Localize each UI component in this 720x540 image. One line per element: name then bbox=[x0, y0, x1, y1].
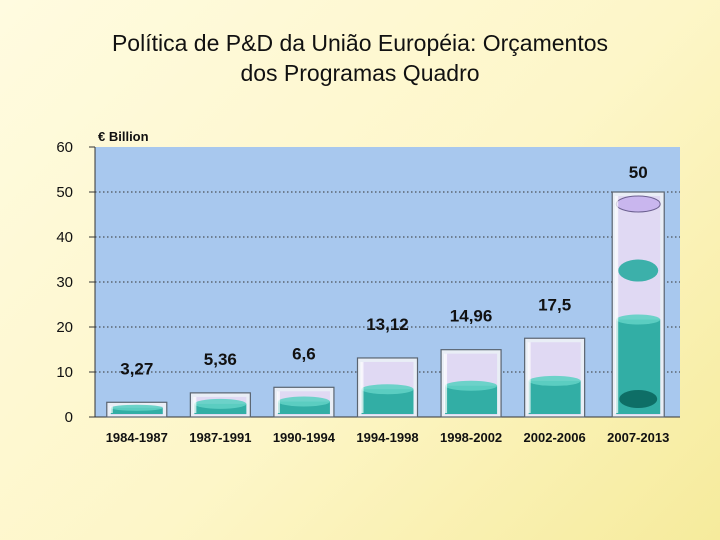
beaker-liquid bbox=[194, 403, 247, 414]
y-tick-label: 0 bbox=[65, 409, 73, 426]
chart-title: Política de P&D da União Européia: Orçam… bbox=[60, 28, 660, 88]
beaker-rim bbox=[615, 195, 661, 213]
liquid-surface bbox=[528, 375, 581, 386]
glass-highlight bbox=[615, 196, 619, 413]
y-tick-label: 30 bbox=[56, 274, 73, 291]
liquid-surface bbox=[194, 398, 247, 409]
liquid-surface bbox=[110, 404, 163, 411]
liquid-surface bbox=[277, 396, 330, 407]
data-label: 6,6 bbox=[292, 344, 316, 363]
x-tick-label: 1994-1998 bbox=[356, 430, 418, 445]
plot-area: 0 10 20 30 40 50 60 € Billion 3,27 1984-1987 5,36 1… bbox=[56, 129, 680, 445]
x-tick-label: 2002-2006 bbox=[524, 430, 586, 445]
glass-highlight bbox=[360, 361, 364, 413]
x-tick-label: 1990-1994 bbox=[273, 430, 336, 445]
chart-title-line-1: Política de P&D da União Européia: Orçam… bbox=[111, 30, 609, 56]
beaker-liquid bbox=[528, 380, 581, 414]
y-tick-label: 20 bbox=[56, 319, 73, 336]
glass-highlight bbox=[276, 391, 280, 413]
data-label: 17,5 bbox=[538, 295, 571, 314]
chart-title-line-2: dos Programas Quadro bbox=[240, 60, 480, 86]
data-label: 3,27 bbox=[120, 359, 153, 378]
y-tick-label: 10 bbox=[56, 364, 73, 381]
x-tick-label: 1984-1987 bbox=[106, 430, 168, 445]
x-tick-label: 1998-2002 bbox=[440, 430, 502, 445]
glass-highlight bbox=[109, 406, 113, 413]
data-label: 5,36 bbox=[204, 350, 237, 369]
liquid-surface bbox=[361, 384, 414, 395]
x-tick-label: 2007-2013 bbox=[607, 430, 669, 445]
liquid-band bbox=[618, 259, 659, 282]
glass-highlight bbox=[527, 342, 531, 413]
y-tick-label: 50 bbox=[56, 184, 73, 201]
beaker-liquid bbox=[110, 407, 163, 414]
y-tick-label: 60 bbox=[56, 139, 73, 156]
data-label: 50 bbox=[629, 163, 648, 182]
x-tick-label: 1987-1991 bbox=[189, 430, 251, 445]
liquid-surface bbox=[616, 314, 661, 325]
liquid-surface bbox=[445, 380, 498, 391]
glass-highlight bbox=[193, 396, 197, 413]
data-label: 14,96 bbox=[450, 307, 493, 326]
y-tick-label: 40 bbox=[56, 229, 73, 246]
glass-highlight bbox=[444, 353, 448, 413]
liquid-bottom bbox=[619, 390, 658, 408]
data-label: 13,12 bbox=[366, 315, 409, 334]
unit-label: € Billion bbox=[98, 129, 149, 144]
